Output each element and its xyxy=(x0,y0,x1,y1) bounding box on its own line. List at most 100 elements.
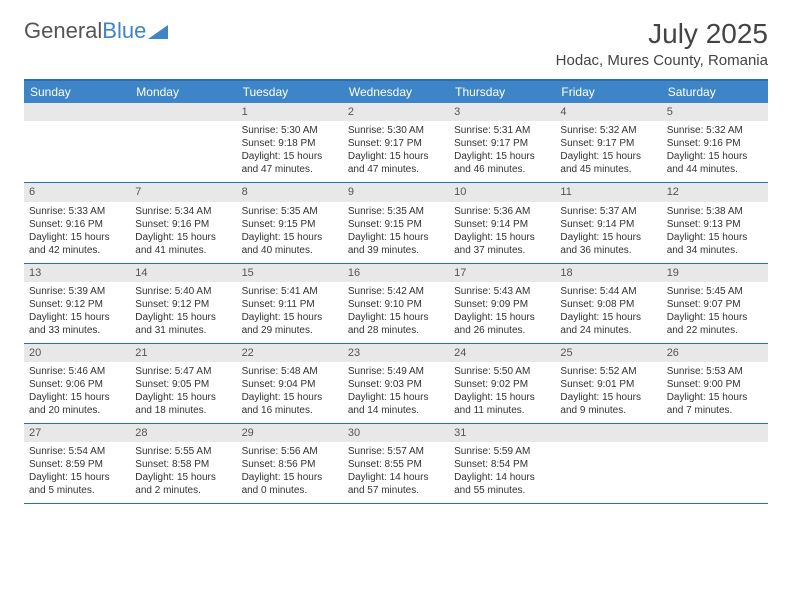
sunset-line: Sunset: 9:05 PM xyxy=(135,378,231,391)
sunset-line: Sunset: 9:10 PM xyxy=(348,298,444,311)
sunrise-line: Sunrise: 5:30 AM xyxy=(242,124,338,137)
sunset-line: Sunset: 9:14 PM xyxy=(560,218,656,231)
day-number: 1 xyxy=(237,103,343,121)
daylight-line: Daylight: 15 hours and 47 minutes. xyxy=(348,150,444,176)
calendar-cell: 26Sunrise: 5:53 AMSunset: 9:00 PMDayligh… xyxy=(662,344,768,423)
sunrise-line: Sunrise: 5:49 AM xyxy=(348,365,444,378)
sunset-line: Sunset: 8:56 PM xyxy=(242,458,338,471)
day-number: 23 xyxy=(343,344,449,362)
calendar-cell: 20Sunrise: 5:46 AMSunset: 9:06 PMDayligh… xyxy=(24,344,130,423)
daylight-line: Daylight: 15 hours and 42 minutes. xyxy=(29,231,125,257)
day-number: 28 xyxy=(130,424,236,442)
calendar-cell: 13Sunrise: 5:39 AMSunset: 9:12 PMDayligh… xyxy=(24,264,130,343)
daylight-line: Daylight: 15 hours and 37 minutes. xyxy=(454,231,550,257)
month-title: July 2025 xyxy=(556,18,768,50)
day-number: 21 xyxy=(130,344,236,362)
day-details: Sunrise: 5:37 AMSunset: 9:14 PMDaylight:… xyxy=(555,202,661,263)
calendar-week: 13Sunrise: 5:39 AMSunset: 9:12 PMDayligh… xyxy=(24,264,768,344)
calendar-week: 6Sunrise: 5:33 AMSunset: 9:16 PMDaylight… xyxy=(24,183,768,263)
daylight-line: Daylight: 14 hours and 57 minutes. xyxy=(348,471,444,497)
daylight-line: Daylight: 14 hours and 55 minutes. xyxy=(454,471,550,497)
sunrise-line: Sunrise: 5:50 AM xyxy=(454,365,550,378)
day-header-cell: Saturday xyxy=(662,81,768,103)
sunset-line: Sunset: 9:06 PM xyxy=(29,378,125,391)
calendar-cell: 1Sunrise: 5:30 AMSunset: 9:18 PMDaylight… xyxy=(237,103,343,182)
day-header-cell: Friday xyxy=(555,81,661,103)
daylight-line: Daylight: 15 hours and 2 minutes. xyxy=(135,471,231,497)
sunrise-line: Sunrise: 5:57 AM xyxy=(348,445,444,458)
calendar-cell: 3Sunrise: 5:31 AMSunset: 9:17 PMDaylight… xyxy=(449,103,555,182)
sunset-line: Sunset: 9:16 PM xyxy=(135,218,231,231)
sunset-line: Sunset: 9:13 PM xyxy=(667,218,763,231)
calendar-cell: 5Sunrise: 5:32 AMSunset: 9:16 PMDaylight… xyxy=(662,103,768,182)
day-details: Sunrise: 5:35 AMSunset: 9:15 PMDaylight:… xyxy=(343,202,449,263)
day-details: Sunrise: 5:35 AMSunset: 9:15 PMDaylight:… xyxy=(237,202,343,263)
day-number: 20 xyxy=(24,344,130,362)
day-number: 5 xyxy=(662,103,768,121)
day-number: 4 xyxy=(555,103,661,121)
daylight-line: Daylight: 15 hours and 45 minutes. xyxy=(560,150,656,176)
daylight-line: Daylight: 15 hours and 31 minutes. xyxy=(135,311,231,337)
sunrise-line: Sunrise: 5:52 AM xyxy=(560,365,656,378)
calendar-cell xyxy=(662,424,768,503)
calendar-cell xyxy=(24,103,130,182)
daylight-line: Daylight: 15 hours and 39 minutes. xyxy=(348,231,444,257)
calendar-cell: 22Sunrise: 5:48 AMSunset: 9:04 PMDayligh… xyxy=(237,344,343,423)
day-details: Sunrise: 5:39 AMSunset: 9:12 PMDaylight:… xyxy=(24,282,130,343)
sunset-line: Sunset: 9:12 PM xyxy=(29,298,125,311)
day-details: Sunrise: 5:38 AMSunset: 9:13 PMDaylight:… xyxy=(662,202,768,263)
logo: GeneralBlue xyxy=(24,18,168,44)
sunrise-line: Sunrise: 5:41 AM xyxy=(242,285,338,298)
sunset-line: Sunset: 9:17 PM xyxy=(348,137,444,150)
day-details: Sunrise: 5:56 AMSunset: 8:56 PMDaylight:… xyxy=(237,442,343,503)
daylight-line: Daylight: 15 hours and 11 minutes. xyxy=(454,391,550,417)
daylight-line: Daylight: 15 hours and 41 minutes. xyxy=(135,231,231,257)
calendar-week: 20Sunrise: 5:46 AMSunset: 9:06 PMDayligh… xyxy=(24,344,768,424)
sunrise-line: Sunrise: 5:54 AM xyxy=(29,445,125,458)
sunrise-line: Sunrise: 5:53 AM xyxy=(667,365,763,378)
day-number: 2 xyxy=(343,103,449,121)
sunrise-line: Sunrise: 5:35 AM xyxy=(348,205,444,218)
day-number: 17 xyxy=(449,264,555,282)
calendar-cell: 30Sunrise: 5:57 AMSunset: 8:55 PMDayligh… xyxy=(343,424,449,503)
daylight-line: Daylight: 15 hours and 26 minutes. xyxy=(454,311,550,337)
calendar-cell xyxy=(130,103,236,182)
day-header-cell: Sunday xyxy=(24,81,130,103)
sunrise-line: Sunrise: 5:45 AM xyxy=(667,285,763,298)
sunset-line: Sunset: 9:15 PM xyxy=(348,218,444,231)
daylight-line: Daylight: 15 hours and 20 minutes. xyxy=(29,391,125,417)
calendar-week: 27Sunrise: 5:54 AMSunset: 8:59 PMDayligh… xyxy=(24,424,768,504)
calendar-cell: 8Sunrise: 5:35 AMSunset: 9:15 PMDaylight… xyxy=(237,183,343,262)
sunrise-line: Sunrise: 5:56 AM xyxy=(242,445,338,458)
sunrise-line: Sunrise: 5:46 AM xyxy=(29,365,125,378)
day-details: Sunrise: 5:34 AMSunset: 9:16 PMDaylight:… xyxy=(130,202,236,263)
day-number xyxy=(130,103,236,121)
daylight-line: Daylight: 15 hours and 47 minutes. xyxy=(242,150,338,176)
day-number xyxy=(662,424,768,442)
day-number: 7 xyxy=(130,183,236,201)
location-label: Hodac, Mures County, Romania xyxy=(556,52,768,69)
header: GeneralBlue July 2025 Hodac, Mures Count… xyxy=(24,18,768,69)
daylight-line: Daylight: 15 hours and 24 minutes. xyxy=(560,311,656,337)
sunrise-line: Sunrise: 5:38 AM xyxy=(667,205,763,218)
calendar-cell: 10Sunrise: 5:36 AMSunset: 9:14 PMDayligh… xyxy=(449,183,555,262)
daylight-line: Daylight: 15 hours and 14 minutes. xyxy=(348,391,444,417)
calendar-cell: 31Sunrise: 5:59 AMSunset: 8:54 PMDayligh… xyxy=(449,424,555,503)
calendar-cell: 29Sunrise: 5:56 AMSunset: 8:56 PMDayligh… xyxy=(237,424,343,503)
sunset-line: Sunset: 8:58 PM xyxy=(135,458,231,471)
day-details: Sunrise: 5:46 AMSunset: 9:06 PMDaylight:… xyxy=(24,362,130,423)
day-number: 27 xyxy=(24,424,130,442)
day-details: Sunrise: 5:44 AMSunset: 9:08 PMDaylight:… xyxy=(555,282,661,343)
calendar-cell: 4Sunrise: 5:32 AMSunset: 9:17 PMDaylight… xyxy=(555,103,661,182)
calendar-cell: 17Sunrise: 5:43 AMSunset: 9:09 PMDayligh… xyxy=(449,264,555,343)
daylight-line: Daylight: 15 hours and 34 minutes. xyxy=(667,231,763,257)
daylight-line: Daylight: 15 hours and 44 minutes. xyxy=(667,150,763,176)
sunset-line: Sunset: 9:14 PM xyxy=(454,218,550,231)
sunset-line: Sunset: 9:08 PM xyxy=(560,298,656,311)
sunset-line: Sunset: 9:15 PM xyxy=(242,218,338,231)
day-number: 3 xyxy=(449,103,555,121)
daylight-line: Daylight: 15 hours and 16 minutes. xyxy=(242,391,338,417)
calendar-cell: 18Sunrise: 5:44 AMSunset: 9:08 PMDayligh… xyxy=(555,264,661,343)
day-details: Sunrise: 5:57 AMSunset: 8:55 PMDaylight:… xyxy=(343,442,449,503)
daylight-line: Daylight: 15 hours and 36 minutes. xyxy=(560,231,656,257)
